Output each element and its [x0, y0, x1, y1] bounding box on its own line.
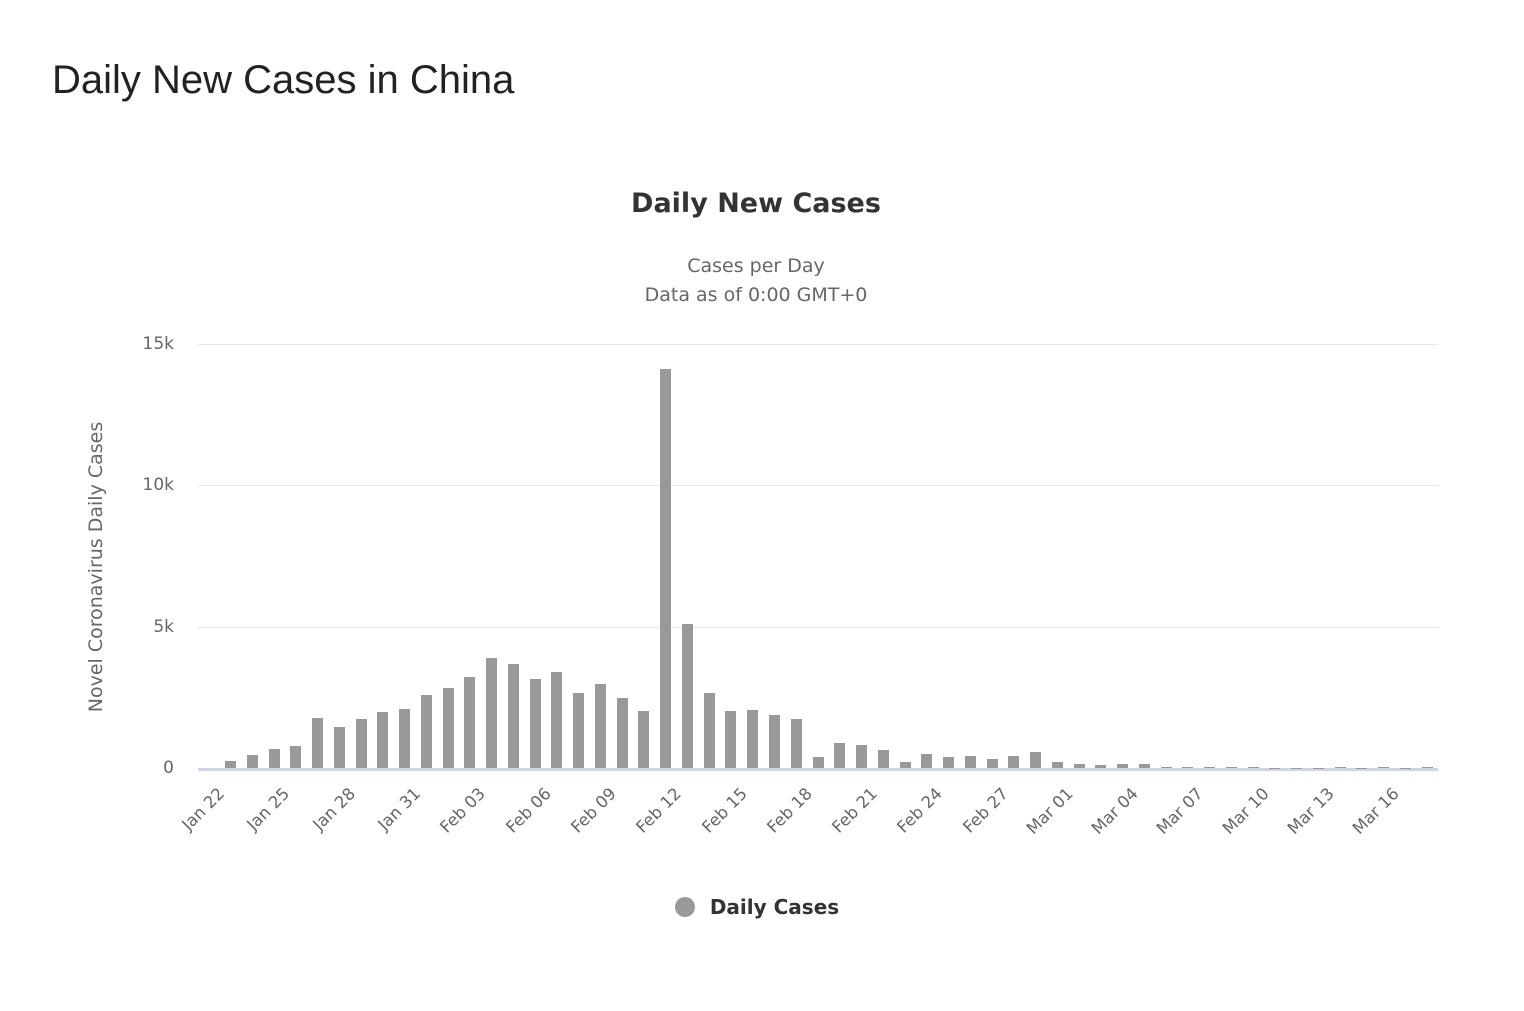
- x-tick-label: Feb 21: [828, 784, 881, 837]
- chart-subtitle-line2: Data as of 0:00 GMT+0: [644, 284, 868, 306]
- x-tick-label: Jan 31: [374, 784, 425, 834]
- x-tick-label: Feb 06: [501, 784, 555, 837]
- plot-area: 0 5k 10k 15k Jan 22 Jan 25 Jan 28 Jan 31 Feb 03 F…: [143, 335, 1438, 838]
- bar-mar-06[interactable]: [1160, 767, 1172, 768]
- x-tick-label: Feb 09: [567, 784, 620, 837]
- bar-jan-30[interactable]: [377, 712, 389, 768]
- bar-mar-16[interactable]: [1378, 767, 1390, 768]
- bar-mar-03[interactable]: [1095, 764, 1107, 768]
- bar-feb-14[interactable]: [703, 693, 715, 768]
- bar-feb-20[interactable]: [834, 742, 846, 768]
- x-tick-label: Mar 16: [1349, 784, 1404, 839]
- gridline-5k: [198, 626, 1438, 628]
- bar-jan-24[interactable]: [246, 755, 258, 768]
- bar-jan-31[interactable]: [399, 708, 411, 768]
- bar-feb-29[interactable]: [1030, 751, 1042, 768]
- bar-mar-07[interactable]: [1182, 766, 1194, 768]
- page-title: Daily New Cases in China: [52, 58, 515, 102]
- x-tick-label: Feb 24: [893, 784, 947, 837]
- bar-feb-13[interactable]: [681, 624, 693, 768]
- bar-feb-24[interactable]: [921, 753, 933, 768]
- y-tick-label: 5k: [153, 616, 174, 637]
- bar-mar-18[interactable]: [1421, 767, 1433, 768]
- bar-feb-09[interactable]: [594, 683, 606, 768]
- bar-mar-10[interactable]: [1247, 767, 1259, 768]
- bar-mar-14[interactable]: [1334, 767, 1346, 768]
- x-tick-label: Feb 12: [632, 784, 686, 837]
- x-tick-label: Jan 22: [178, 784, 229, 834]
- legend-marker-icon: [674, 897, 695, 917]
- gridline-15k: [198, 344, 1438, 345]
- chart-title: Daily New Cases: [631, 188, 881, 219]
- x-tick-label: Feb 18: [763, 784, 816, 837]
- bar-feb-23[interactable]: [899, 761, 911, 768]
- bar-feb-15[interactable]: [725, 711, 737, 768]
- bar-jan-25[interactable]: [268, 748, 280, 768]
- bar-jan-26[interactable]: [290, 746, 302, 768]
- bar-jan-23[interactable]: [225, 760, 237, 768]
- x-tick-label: Feb 27: [958, 784, 1012, 837]
- bar-jan-28[interactable]: [333, 726, 345, 768]
- bar-feb-28[interactable]: [1008, 755, 1020, 768]
- bar-feb-03[interactable]: [464, 676, 476, 768]
- bar-mar-08[interactable]: [1204, 766, 1216, 768]
- bar-feb-05[interactable]: [507, 663, 519, 768]
- bar-feb-22[interactable]: [877, 749, 889, 768]
- bar-feb-04[interactable]: [486, 658, 498, 768]
- y-axis-title: Novel Coronavirus Daily Cases: [85, 421, 107, 713]
- x-tick-label: Mar 04: [1087, 784, 1142, 839]
- x-tick-label: Mar 01: [1022, 784, 1077, 839]
- y-tick-label: 15k: [142, 334, 174, 354]
- x-tick-label: Mar 13: [1283, 784, 1338, 839]
- gridline-10k: [198, 485, 1438, 487]
- bar-feb-08[interactable]: [573, 693, 585, 768]
- bar-feb-12[interactable]: [660, 369, 672, 768]
- bar-feb-17[interactable]: [768, 714, 780, 768]
- bar-feb-27[interactable]: [986, 758, 998, 768]
- bar-feb-11[interactable]: [638, 711, 650, 768]
- bar-mar-01[interactable]: [1051, 762, 1063, 768]
- bar-jan-27[interactable]: [312, 717, 324, 768]
- y-tick-label: 0: [163, 758, 174, 778]
- bar-feb-01[interactable]: [420, 694, 432, 768]
- bar-mar-09[interactable]: [1225, 767, 1237, 768]
- x-tick-label: Mar 07: [1153, 784, 1208, 839]
- x-tick-label: Jan 25: [243, 784, 294, 834]
- bar-feb-26[interactable]: [964, 755, 976, 768]
- bar-mar-05[interactable]: [1138, 763, 1150, 768]
- x-tick-label: Feb 03: [436, 784, 490, 837]
- legend[interactable]: Daily Cases: [0, 895, 1514, 919]
- x-axis-line: [198, 768, 1438, 771]
- y-tick-label: 10k: [142, 475, 174, 496]
- bar-feb-02[interactable]: [442, 688, 454, 768]
- bar-feb-25[interactable]: [943, 756, 955, 768]
- bar-feb-21[interactable]: [856, 744, 867, 768]
- legend-label: Daily Cases: [709, 895, 840, 919]
- bar-feb-06[interactable]: [529, 679, 541, 768]
- bar-feb-07[interactable]: [551, 672, 563, 768]
- bar-feb-18[interactable]: [790, 718, 802, 768]
- bar-feb-10[interactable]: [616, 698, 628, 768]
- chart-subtitle-line1: Cases per Day: [687, 255, 825, 277]
- bar-jan-29[interactable]: [355, 718, 367, 768]
- x-tick-label: Feb 15: [697, 784, 751, 837]
- x-tick-label: Jan 28: [308, 784, 359, 834]
- bar-feb-16[interactable]: [747, 710, 759, 768]
- bar-mar-04[interactable]: [1117, 764, 1129, 768]
- x-tick-label: Mar 10: [1218, 784, 1273, 839]
- bar-mar-02[interactable]: [1073, 764, 1085, 768]
- bar-feb-19[interactable]: [812, 756, 824, 768]
